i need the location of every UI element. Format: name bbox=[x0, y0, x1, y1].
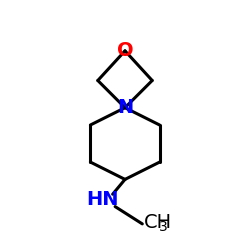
Text: 3: 3 bbox=[159, 220, 168, 234]
Text: CH: CH bbox=[144, 213, 172, 232]
Text: HN: HN bbox=[86, 190, 119, 209]
Text: O: O bbox=[117, 41, 133, 60]
Text: N: N bbox=[117, 98, 133, 117]
